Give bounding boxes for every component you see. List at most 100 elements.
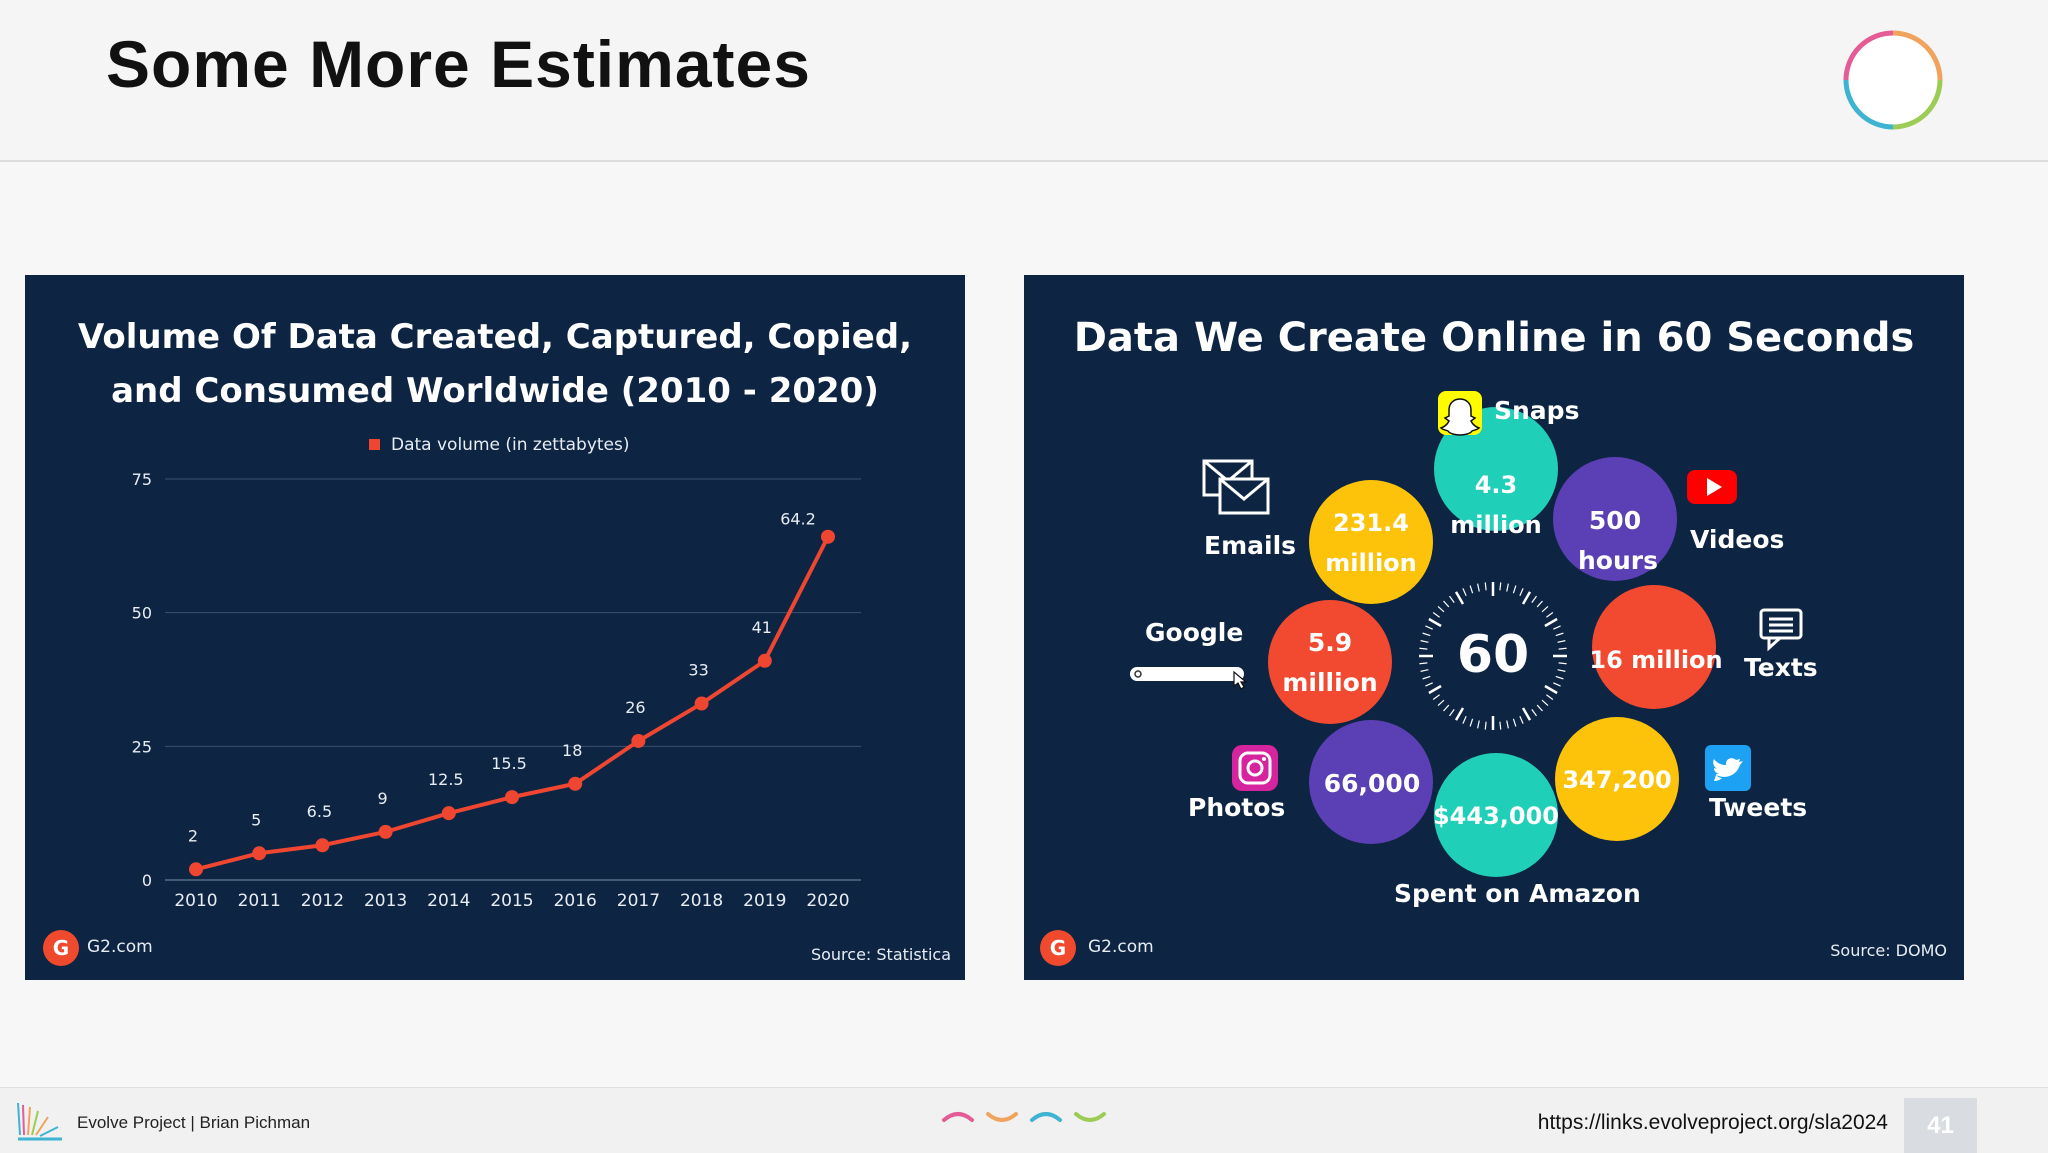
slide-title: Some More Estimates (106, 27, 811, 101)
y-tick-label-0: 0 (142, 871, 152, 890)
dial-tick (1531, 595, 1537, 603)
dial-tick (1462, 588, 1467, 596)
decorative-arcs-icon (942, 1112, 1106, 1122)
dial-tick (1420, 640, 1429, 643)
dial-tick (1449, 595, 1455, 603)
dial-tick (1541, 699, 1549, 706)
dial-tick (1432, 694, 1440, 700)
x-tick-label-2014: 2014 (427, 891, 470, 911)
dial-tick (1419, 647, 1428, 650)
circle-texts: 16 million (1589, 585, 1723, 709)
circle-amazon: $443,000 (1433, 753, 1559, 877)
data-label-2010: 2 (188, 826, 198, 845)
dial-tick (1499, 721, 1502, 730)
dial-tick (1506, 720, 1509, 729)
data-point-2015 (505, 790, 519, 805)
chart-title-line2: and Consumed Worldwide (2010 - 2020) (111, 371, 879, 411)
data-point-2010 (189, 862, 203, 877)
dial-tick (1536, 704, 1543, 712)
dial-tick (1422, 632, 1431, 637)
dial-tick (1555, 675, 1564, 680)
dial-tick (1558, 662, 1567, 665)
data-point-2011 (252, 846, 267, 861)
label-videos: Videos (1690, 525, 1785, 554)
dial-tick (1506, 583, 1509, 592)
snaps-value: 4.3 (1475, 471, 1518, 499)
google-value: 5.9 (1308, 628, 1352, 657)
photos-value: 66,000 (1324, 769, 1420, 798)
dial-tick (1519, 716, 1524, 724)
data-point-2017 (631, 733, 646, 748)
dial-tick (1536, 600, 1543, 608)
dial-tick (1512, 585, 1517, 594)
data-point-2020 (821, 529, 835, 544)
dial-tick (1419, 662, 1428, 665)
x-tick-label-2017: 2017 (617, 891, 660, 911)
y-tick-label-25: 25 (132, 737, 152, 756)
emails-unit: million (1325, 549, 1417, 577)
page-number: 41 (1904, 1098, 1977, 1153)
dial-tick (1553, 625, 1561, 630)
label-photos: Photos (1188, 793, 1286, 822)
dial-tick (1544, 684, 1558, 695)
dial-tick (1499, 582, 1502, 591)
dial-tick (1428, 684, 1442, 695)
x-tick-label-2010: 2010 (174, 891, 217, 911)
dial-tick (1469, 585, 1474, 594)
data-label-2019: 41 (752, 618, 772, 637)
series-line-data-volume (195, 535, 830, 872)
dial-tick (1484, 721, 1487, 730)
x-tick-label-2013: 2013 (364, 891, 407, 911)
data-label-2016: 18 (562, 741, 582, 760)
dial-tick (1422, 675, 1431, 680)
x-tick-label-2012: 2012 (301, 891, 344, 911)
circle-tweets: 347,200 (1555, 717, 1679, 841)
x-tick-label-2011: 2011 (238, 891, 281, 911)
data-label-2013: 9 (378, 789, 388, 808)
texts-value: 16 million (1589, 646, 1722, 674)
footer-url[interactable]: https://links.evolveproject.org/sla2024 (1537, 1111, 1888, 1134)
dial-tick (1541, 606, 1549, 613)
dial-tick (1420, 669, 1429, 672)
dial-tick (1432, 612, 1440, 618)
book-logo-icon (17, 1102, 62, 1141)
dial-tick (1544, 617, 1558, 628)
circle-videos: 500 hours (1553, 457, 1677, 581)
email-icon (1202, 459, 1270, 515)
data-label-2017: 26 (625, 698, 645, 717)
data-point-2012 (315, 838, 330, 853)
dial-tick (1557, 669, 1566, 672)
dial-tick (1462, 716, 1467, 724)
dial-tick (1454, 707, 1465, 721)
dial-tick (1477, 583, 1480, 592)
dial-tick (1521, 707, 1532, 721)
label-amazon: Spent on Amazon (1394, 879, 1641, 908)
label-emails: Emails (1204, 531, 1297, 560)
label-tweets: Tweets (1709, 793, 1808, 822)
footer-label: Evolve Project | Brian Pichman (77, 1113, 311, 1132)
x-tick-label-2020: 2020 (806, 891, 849, 911)
svg-text:G: G (1050, 936, 1066, 960)
dial-tick (1449, 709, 1455, 717)
dial-tick (1477, 720, 1480, 729)
circle-photos: 66,000 (1309, 720, 1433, 844)
dial-tick (1443, 704, 1450, 712)
tweets-value: 347,200 (1562, 766, 1671, 794)
message-bubble-icon (1759, 608, 1803, 652)
data-label-2014: 12.5 (428, 770, 464, 789)
dial-tick (1469, 718, 1474, 727)
dial-tick (1443, 600, 1450, 608)
brand-label: G2.com (87, 937, 153, 957)
x-tick-label-2016: 2016 (554, 891, 597, 911)
dial-tick (1512, 718, 1517, 727)
dial-tick (1553, 682, 1561, 687)
x-tick-label-2018: 2018 (680, 891, 723, 911)
dial-tick (1558, 647, 1567, 650)
chart-title-line1: Volume Of Data Created, Captured, Copied… (77, 317, 913, 357)
dial-tick (1428, 617, 1442, 628)
circle-google: 5.9 million (1268, 600, 1392, 724)
circle-emails: 231.4 million (1309, 480, 1433, 604)
dial-tick (1531, 709, 1537, 717)
search-bar-icon (1130, 667, 1248, 690)
